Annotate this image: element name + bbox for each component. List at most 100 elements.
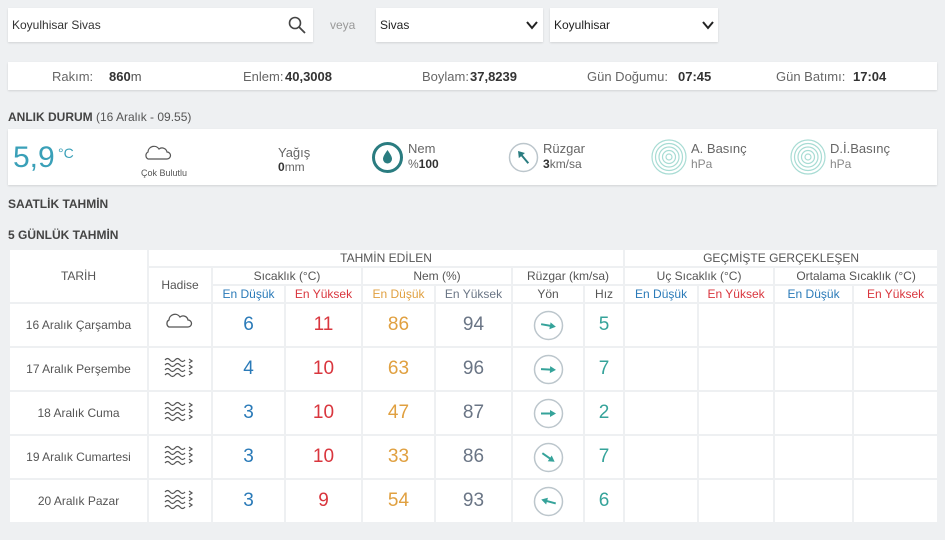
humidity-label: Nem: [408, 141, 436, 156]
past-cell: [852, 302, 940, 348]
wind-speed: 6: [582, 478, 626, 524]
forecast-title: 5 GÜNLÜK TAHMİN: [8, 228, 119, 242]
past-cell: [773, 302, 855, 348]
event: [147, 390, 213, 436]
wind-speed: 2: [582, 390, 626, 436]
past-cell: [697, 302, 776, 348]
forecast-row: 17 Aralık Perşembe 4 10 63 96 7: [8, 346, 940, 392]
temp-max: 10: [284, 346, 363, 392]
date-header: TARİH: [8, 248, 149, 304]
past-cell: [773, 390, 855, 436]
temp-min: 3: [211, 390, 286, 436]
past-cell: [623, 302, 700, 348]
fog-icon: [164, 357, 194, 377]
min-header: En Düşük: [623, 284, 700, 304]
past-cell: [623, 478, 700, 524]
past-cell: [697, 434, 776, 480]
humidity-min: 47: [361, 390, 436, 436]
current-temp: 5,9: [13, 141, 55, 174]
latitude-label: Enlem:: [243, 69, 284, 84]
humidity-max: 96: [434, 346, 513, 392]
past-cell: [623, 346, 700, 392]
sea-pressure-unit: hPa: [830, 157, 852, 171]
past-group: GEÇMİŞTE GERÇEKLEŞEN: [623, 248, 940, 268]
search-box[interactable]: Koyulhisar Sivas: [8, 8, 313, 42]
max-header: En Yüksek: [697, 284, 776, 304]
rain-unit: mm: [284, 160, 305, 174]
temp-max: 11: [284, 302, 363, 348]
wind-arrow: [533, 354, 563, 384]
sunrise-label: Gün Doğumu:: [587, 69, 668, 84]
forecast-row: 20 Aralık Pazar 3 9 54 93 6: [8, 478, 940, 524]
past-cell: [773, 346, 855, 392]
sunset-label: Gün Batımı:: [776, 69, 846, 84]
district-text: Koyulhisar: [554, 18, 611, 32]
humidity-max: 93: [434, 478, 513, 524]
current-heading: ANLIK DURUM (16 Aralık - 09.55): [8, 110, 191, 124]
event: [147, 346, 213, 392]
humidity-icon: [372, 142, 403, 173]
max-header: En Yüksek: [284, 284, 363, 304]
humidity-prefix: %: [408, 157, 419, 171]
temp-max: 9: [284, 478, 363, 524]
forecast-row: 16 Aralık Çarşamba 6 11 86 94 5: [8, 302, 940, 348]
hourly-title: SAATLİK TAHMİN: [8, 197, 109, 211]
current-temp-unit: °C: [58, 145, 74, 161]
wind-direction: [511, 390, 585, 436]
date: 20 Aralık Pazar: [8, 478, 149, 524]
temp-min: 6: [211, 302, 286, 348]
search-text: Koyulhisar Sivas: [12, 18, 101, 32]
search-icon[interactable]: [288, 16, 306, 34]
rain: 0mm: [278, 160, 305, 174]
past-cell: [852, 434, 940, 480]
pressure-label: A. Basınç: [691, 141, 747, 156]
past-cell: [697, 478, 776, 524]
date: 16 Aralık Çarşamba: [8, 302, 149, 348]
past-cell: [697, 390, 776, 436]
temp-header: Sıcaklık (°C): [211, 266, 363, 286]
current-panel: 5,9 °C Çok Bulutlu Yağış 0mm Nem %100 Rü…: [8, 129, 937, 185]
temp-min: 3: [211, 478, 286, 524]
min-header: En Düşük: [211, 284, 286, 304]
location-bar: Rakım: 860m Enlem: 40,3008 Boylam: 37,82…: [8, 62, 937, 90]
humidity-min: 54: [361, 478, 436, 524]
humidity-max: 94: [434, 302, 513, 348]
forecast-row: 19 Aralık Cumartesi 3 10 33 86 7: [8, 434, 940, 480]
current-time: (16 Aralık - 09.55): [96, 110, 192, 124]
humidity-min: 63: [361, 346, 436, 392]
temp-max: 10: [284, 434, 363, 480]
wind-direction: [511, 302, 585, 348]
past-cell: [623, 390, 700, 436]
forecast-row: 18 Aralık Cuma 3 10 47 87 2: [8, 390, 940, 436]
event: [147, 478, 213, 524]
altitude-value: 860: [109, 69, 131, 84]
wind: 3km/sa: [543, 157, 582, 171]
province-select[interactable]: Sivas: [376, 8, 543, 42]
condition: Çok Bulutlu: [141, 168, 188, 178]
province-text: Sivas: [380, 18, 410, 32]
wind-value: 3: [543, 157, 550, 171]
longitude: 37,8239: [470, 69, 517, 84]
longitude-label: Boylam:: [422, 69, 469, 84]
wind-header: Rüzgar (km/sa): [510, 266, 626, 286]
event-header: Hadise: [147, 266, 213, 304]
past-cell: [852, 478, 940, 524]
max-header: En Yüksek: [434, 284, 513, 304]
chevron: [702, 21, 714, 30]
separator: veya: [330, 18, 356, 32]
wind-direction: [511, 346, 585, 392]
min-header: En Düşük: [773, 284, 855, 304]
wind-direction: [511, 434, 585, 480]
date: 18 Aralık Cuma: [8, 390, 149, 436]
wind-label: Rüzgar: [543, 141, 585, 156]
district-select[interactable]: Koyulhisar: [550, 8, 718, 42]
forecast-table: TARİH TAHMİN EDİLEN GEÇMİŞTE GERÇEKLEŞEN…: [8, 248, 940, 524]
cloud-icon: [166, 313, 193, 328]
fog-icon: [164, 401, 194, 421]
rain-label: Yağış: [278, 145, 311, 160]
temp-max: 10: [284, 390, 363, 436]
past-cell: [773, 478, 855, 524]
pressure-unit: hPa: [691, 157, 713, 171]
humidity: %100: [408, 157, 439, 171]
